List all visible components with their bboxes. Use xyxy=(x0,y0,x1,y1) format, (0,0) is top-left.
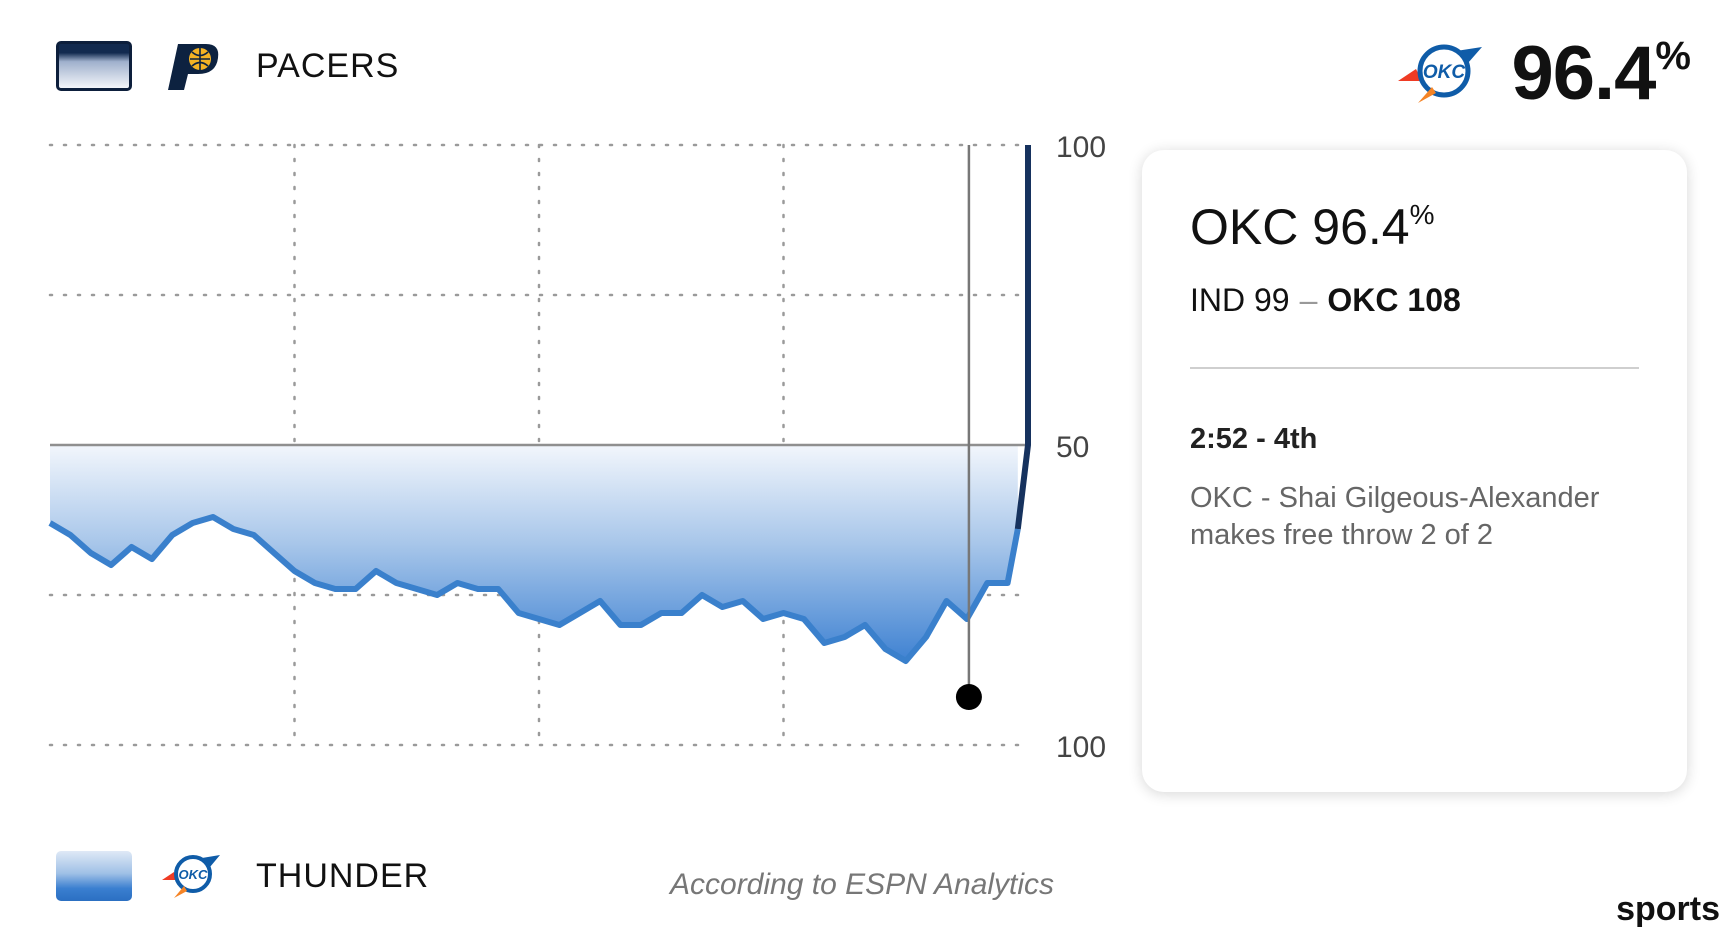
y-tick-label: 50 xyxy=(1056,431,1089,464)
pacers-legend: PACERS xyxy=(56,40,399,92)
thunder-logo-icon: OKC xyxy=(1397,44,1482,103)
thunder-color-swatch xyxy=(56,851,132,901)
play-detail-card: OKC 96.4% IND 99– OKC 108 2:52 - 4th OKC … xyxy=(1142,150,1687,792)
period-label: 1st xyxy=(142,787,183,790)
away-score: IND 99 xyxy=(1190,282,1290,318)
score-dash: – xyxy=(1299,282,1318,318)
pacers-team-label: PACERS xyxy=(256,46,400,85)
thunder-team-label: THUNDER xyxy=(256,856,430,895)
thunder-legend: OKC THUNDER xyxy=(56,850,429,902)
thunder-probability-area xyxy=(50,445,1018,661)
play-time: 2:52 - 4th xyxy=(1190,423,1318,455)
time-cursor-marker[interactable] xyxy=(955,684,982,710)
y-axis-labels: 100 50 100 xyxy=(1056,131,1106,764)
svg-text:OKC: OKC xyxy=(1422,62,1465,83)
card-win-percent: OKC 96.4% xyxy=(1190,199,1435,255)
brand-logo: sports xyxy=(1616,890,1720,928)
y-tick-label: 100 xyxy=(1056,131,1106,164)
card-score: IND 99– OKC 108 xyxy=(1190,282,1639,319)
thunder-logo-icon: OKC xyxy=(162,855,220,898)
home-score: OKC 108 xyxy=(1327,282,1461,318)
win-probability-chart: 100 50 100 1st 2nd 3rd 4th xyxy=(48,131,1106,790)
attribution-text: According to ESPN Analytics xyxy=(670,868,1055,901)
play-description: OKC - Shai Gilgeous-Alexander makes free… xyxy=(1190,482,1600,551)
thunder-probability-line xyxy=(48,514,1021,664)
svg-text:OKC: OKC xyxy=(179,867,209,882)
win-probability-header: OKC 96.4% xyxy=(1368,30,1691,117)
card-divider xyxy=(1190,367,1639,369)
y-tick-label: 100 xyxy=(1056,731,1106,764)
period-label: 3rd xyxy=(630,787,673,790)
final-probability-spike xyxy=(1014,145,1031,530)
period-label: 2nd xyxy=(382,787,432,790)
pacers-color-swatch xyxy=(56,41,132,91)
big-win-percent: 96.4% xyxy=(1511,31,1691,116)
x-axis-period-labels: 1st 2nd 3rd 4th xyxy=(142,787,916,790)
period-label: 4th xyxy=(875,787,917,790)
pacers-logo-icon xyxy=(168,44,219,90)
